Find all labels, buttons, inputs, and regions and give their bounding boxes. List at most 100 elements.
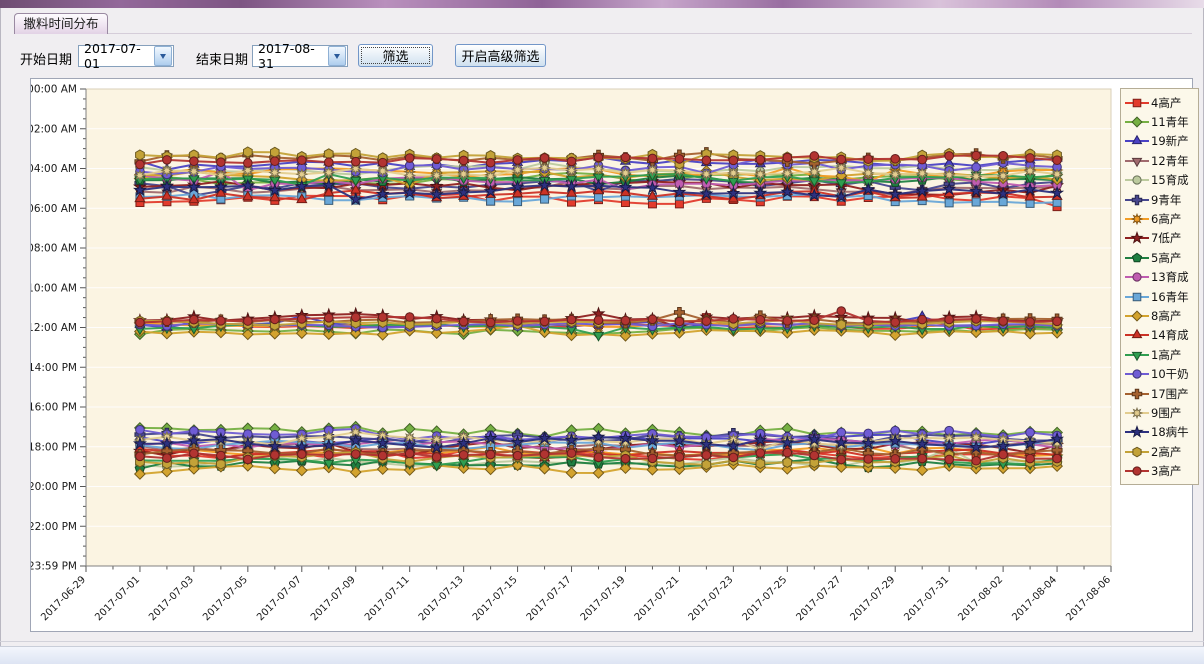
- legend-marker-icon: [1125, 425, 1149, 439]
- chart-legend: 4高产 11青年 19新产 12青年 15育成 9青年 6高产 7低产 5高产 13育成 16青年 8…: [1120, 88, 1199, 485]
- end-date-dropdown-button[interactable]: [328, 46, 346, 66]
- end-date-combobox[interactable]: 2017-08-31: [252, 41, 348, 71]
- x-axis-tick-label: 2017-07-01: [93, 574, 142, 623]
- start-date-value[interactable]: 2017-07-01: [84, 41, 141, 71]
- legend-label: 18病牛: [1151, 425, 1189, 440]
- y-axis-tick-label: 16:00 PM: [31, 402, 77, 414]
- chart-panel: 00:00 AM 02:00 AM 04:00 AM 06:00 AM 08:00 AM…: [30, 78, 1199, 632]
- legend-marker-icon: [1125, 135, 1149, 145]
- legend-item-15: 10干奶: [1124, 364, 1196, 383]
- x-axis-tick-label: 2017-07-27: [795, 574, 844, 623]
- legend-item-13: 14育成: [1124, 326, 1196, 345]
- legend-label: 1高产: [1151, 347, 1182, 362]
- legend-label: 19新产: [1151, 134, 1189, 149]
- status-divider: [0, 641, 1204, 642]
- start-date-combobox[interactable]: 2017-07-01: [78, 41, 174, 71]
- y-axis-tick-label: 22:00 PM: [31, 521, 77, 533]
- legend-marker-icon: [1125, 310, 1149, 322]
- legend-label: 14育成: [1151, 328, 1189, 343]
- legend-label: 15育成: [1151, 173, 1189, 188]
- legend-item-10: 13育成: [1124, 268, 1196, 287]
- y-axis-tick-label: 02:00 AM: [31, 123, 77, 135]
- x-axis-tick-label: 2017-08-02: [956, 574, 1005, 623]
- legend-item-20: 3高产: [1124, 461, 1196, 480]
- legend-item-14: 1高产: [1124, 345, 1196, 364]
- tab-feed-time-distribution[interactable]: 撒料时间分布: [14, 13, 108, 34]
- y-axis-tick-label: 14:00 PM: [31, 362, 77, 374]
- x-axis-tick-label: 2017-07-23: [687, 574, 736, 623]
- x-axis-tick-label: 2017-07-05: [201, 574, 250, 623]
- legend-item-17: 9围产: [1124, 403, 1196, 422]
- legend-label: 2高产: [1151, 444, 1182, 459]
- x-axis-tick-label: 2017-07-21: [633, 574, 682, 623]
- x-axis-tick-label: 2017-07-11: [363, 574, 412, 623]
- legend-item-3: 19新产: [1124, 132, 1196, 151]
- start-date-label: 开始日期: [20, 53, 73, 68]
- legend-label: 4高产: [1151, 95, 1182, 110]
- legend-marker-icon: [1125, 292, 1149, 301]
- legend-item-2: 11青年: [1124, 112, 1196, 131]
- legend-item-9: 5高产: [1124, 248, 1196, 267]
- start-date-dropdown-button[interactable]: [154, 46, 172, 66]
- y-axis-tick-label: 18:00 PM: [31, 441, 77, 453]
- y-axis-tick-label: 06:00 AM: [31, 203, 77, 215]
- chevron-down-icon: [334, 53, 340, 59]
- x-axis-tick-label: 2017-07-09: [309, 574, 358, 623]
- legend-marker-icon: [1125, 252, 1149, 263]
- legend-item-1: 4高产: [1124, 93, 1196, 112]
- legend-label: 3高产: [1151, 464, 1182, 479]
- y-axis-tick-label: 10:00 AM: [31, 282, 77, 294]
- x-axis-tick-label: 2017-07-17: [525, 574, 574, 623]
- legend-item-11: 16青年: [1124, 287, 1196, 306]
- legend-label: 9围产: [1151, 405, 1182, 420]
- legend-label: 13育成: [1151, 270, 1189, 285]
- legend-marker-icon: [1125, 231, 1149, 245]
- legend-marker-icon: [1125, 175, 1149, 185]
- end-date-value[interactable]: 2017-08-31: [258, 41, 315, 71]
- legend-marker-icon: [1125, 212, 1149, 226]
- legend-item-6: 9青年: [1124, 190, 1196, 209]
- legend-marker-icon: [1125, 329, 1149, 339]
- legend-label: 12青年: [1151, 153, 1189, 168]
- advanced-filter-button[interactable]: 开启高级筛选: [455, 44, 546, 67]
- status-bar: [0, 646, 1204, 664]
- series-18: [132, 177, 1065, 454]
- legend-label: 8高产: [1151, 308, 1182, 323]
- legend-marker-icon: [1125, 194, 1149, 205]
- x-axis-tick-label: 2017-07-31: [902, 574, 951, 623]
- y-axis-tick-label: 08:00 AM: [31, 243, 77, 255]
- legend-item-8: 7低产: [1124, 229, 1196, 248]
- legend-label: 11青年: [1151, 115, 1189, 130]
- y-axis-tick-label: 20:00 PM: [31, 481, 77, 493]
- legend-label: 10干奶: [1151, 367, 1189, 382]
- window-title-gradient-bar: [0, 0, 1204, 8]
- y-axis-tick-label: 23:59 PM: [31, 561, 77, 573]
- y-axis-tick-label: 04:00 AM: [31, 163, 77, 175]
- legend-marker-icon: [1125, 351, 1149, 361]
- legend-item-12: 8高产: [1124, 306, 1196, 325]
- legend-marker-icon: [1125, 272, 1149, 282]
- legend-label: 16青年: [1151, 289, 1189, 304]
- legend-marker-icon: [1125, 98, 1149, 107]
- legend-label: 7低产: [1151, 231, 1182, 246]
- feed-time-chart: 00:00 AM 02:00 AM 04:00 AM 06:00 AM 08:00 AM…: [31, 84, 1113, 624]
- legend-marker-icon: [1125, 388, 1149, 399]
- x-axis-tick-label: 2017-07-19: [579, 574, 628, 623]
- filter-button[interactable]: 筛选: [358, 44, 433, 67]
- legend-label: 17围产: [1151, 386, 1189, 401]
- x-axis-tick-label: 2017-07-13: [417, 574, 466, 623]
- y-axis-tick-label: 00:00 AM: [31, 84, 77, 96]
- series-20: [135, 150, 1062, 466]
- legend-item-7: 6高产: [1124, 209, 1196, 228]
- x-axis-tick-label: 2017-08-06: [1064, 574, 1113, 623]
- legend-item-18: 18病牛: [1124, 423, 1196, 442]
- chevron-down-icon: [160, 53, 166, 59]
- legend-marker-icon: [1125, 369, 1149, 379]
- tabstrip-divider: [14, 33, 1192, 34]
- legend-marker-icon: [1125, 446, 1149, 458]
- legend-marker-icon: [1125, 116, 1149, 128]
- x-axis-tick-label: 2017-08-04: [1010, 574, 1059, 623]
- legend-label: 9青年: [1151, 192, 1182, 207]
- legend-marker-icon: [1125, 466, 1149, 476]
